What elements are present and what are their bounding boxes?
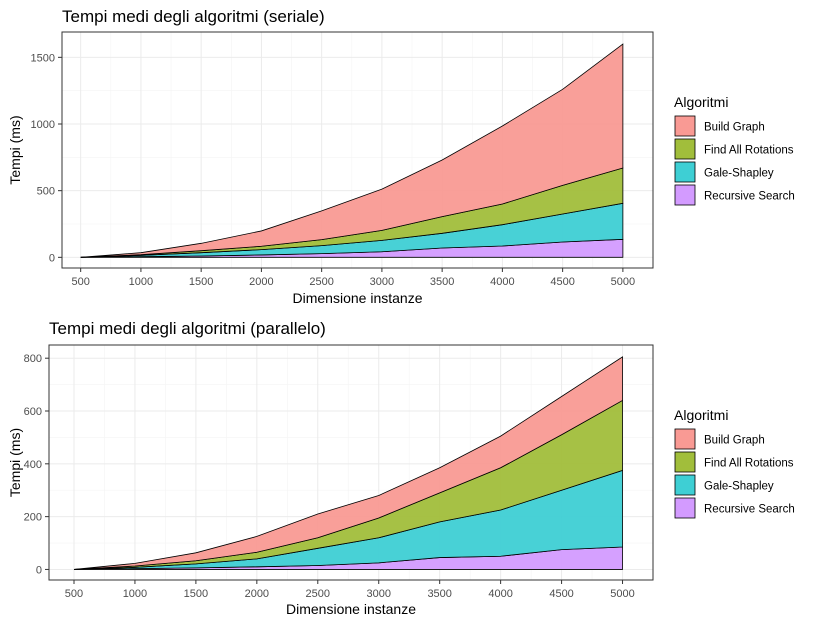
legend-title: Algoritmi <box>674 94 728 110</box>
legend-key-build-graph <box>674 115 696 137</box>
y-tick-label: 0 <box>49 252 55 264</box>
x-tick-label: 1500 <box>189 276 213 288</box>
area-build-graph <box>80 43 624 258</box>
x-tick-label: 2500 <box>309 276 333 288</box>
y-tick-label: 1500 <box>31 52 55 64</box>
x-tick-label: 3500 <box>427 588 451 600</box>
x-tick-label: 3000 <box>366 588 390 600</box>
x-tick-label: 2500 <box>306 588 330 600</box>
x-tick-label: 500 <box>65 588 83 600</box>
y-tick-label: 400 <box>24 459 42 471</box>
legend: Algoritmi Build Graph Find All Rotations Ga… <box>674 94 795 206</box>
x-tick-label: 2000 <box>245 588 269 600</box>
chart-title: Tempi medi degli algoritmi (parallelo) <box>49 319 326 338</box>
legend: Algoritmi Build Graph Find All Rotations Ga… <box>674 407 795 519</box>
y-tick-label: 600 <box>24 406 42 418</box>
legend-key-build-graph <box>674 428 696 450</box>
legend-key-recursive-search <box>674 184 696 206</box>
y-tick-label: 800 <box>24 353 42 365</box>
x-tick-label: 500 <box>71 276 89 288</box>
x-tick-label: 2000 <box>249 276 273 288</box>
legend-key-gale-shapley <box>674 474 696 496</box>
legend-key-recursive-search <box>674 497 696 519</box>
chart-1: 500 1000 1500 2000 2500 3000 3500 4000 4500 5000 0… <box>7 7 795 306</box>
x-tick-label: 1000 <box>129 276 153 288</box>
legend-label: Recursive Search <box>704 504 795 516</box>
y-axis-title: Tempi (ms) <box>7 115 23 184</box>
legend-label: Recursive Search <box>704 191 795 203</box>
chart-title: Tempi medi degli algoritmi (seriale) <box>62 7 325 26</box>
x-tick-label: 3500 <box>430 276 454 288</box>
area-build-graph <box>73 356 623 570</box>
legend-label: Build Graph <box>704 435 765 447</box>
x-tick-label: 3000 <box>370 276 394 288</box>
y-tick-label: 1000 <box>31 119 55 131</box>
panel-border <box>61 31 654 269</box>
x-axis-title: Dimensione instanze <box>293 290 423 306</box>
legend-label: Gale-Shapley <box>704 168 774 180</box>
panel-border <box>48 344 654 581</box>
x-axis-title: Dimensione instanze <box>286 601 416 617</box>
x-tick-label: 4500 <box>550 276 574 288</box>
legend-key-gale-shapley <box>674 161 696 183</box>
x-tick-label: 4500 <box>549 588 573 600</box>
legend-key-find-all-rotations <box>674 138 696 160</box>
chart-2: 500 1000 1500 2000 2500 3000 3500 4000 4500 5000 0… <box>7 319 795 617</box>
y-axis-title: Tempi (ms) <box>7 428 23 497</box>
legend-title: Algoritmi <box>674 407 728 423</box>
legend-label: Find All Rotations <box>704 458 794 470</box>
x-tick-label: 4000 <box>490 276 514 288</box>
legend-label: Find All Rotations <box>704 145 794 157</box>
legend-label: Gale-Shapley <box>704 481 774 493</box>
x-tick-label: 1500 <box>184 588 208 600</box>
legend-label: Build Graph <box>704 122 765 134</box>
y-tick-label: 0 <box>36 564 42 576</box>
x-tick-label: 4000 <box>488 588 512 600</box>
legend-key-find-all-rotations <box>674 451 696 473</box>
x-tick-label: 5000 <box>611 276 635 288</box>
x-tick-label: 1000 <box>123 588 147 600</box>
y-tick-label: 500 <box>37 186 55 198</box>
x-tick-label: 5000 <box>610 588 634 600</box>
y-tick-label: 200 <box>24 512 42 524</box>
